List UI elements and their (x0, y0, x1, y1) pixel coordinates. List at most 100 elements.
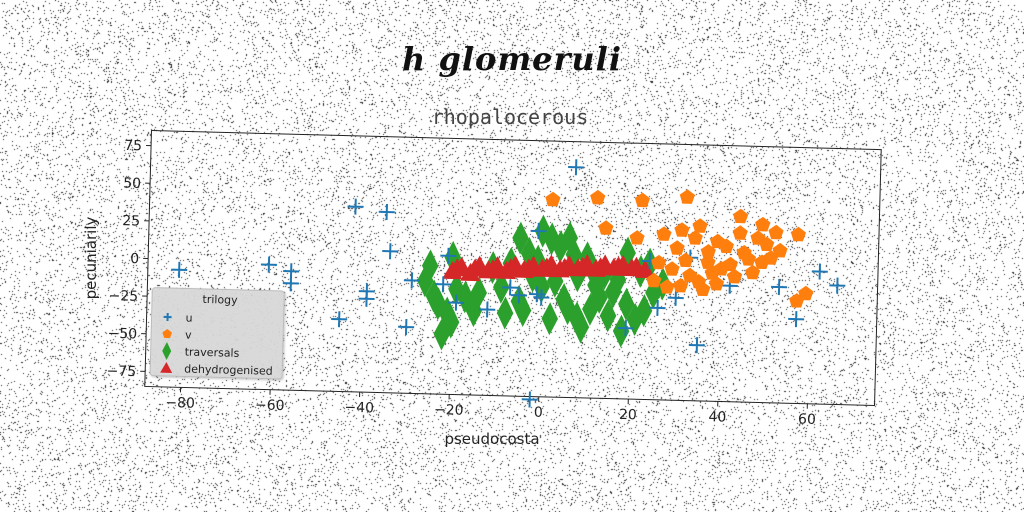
point-pentagon (700, 244, 716, 259)
point-diamond (514, 293, 532, 327)
point-pentagon (789, 293, 805, 308)
x-axis-title: pseudocosta (444, 430, 539, 448)
legend-title: trilogy (202, 293, 238, 307)
point-diamond (512, 221, 529, 255)
legend-label: u (185, 311, 192, 324)
point-diamond (568, 301, 585, 335)
point-plus (331, 311, 348, 328)
point-pentagon (733, 208, 749, 224)
point-triangle (572, 256, 593, 276)
point-plus (282, 275, 299, 292)
point-plus (617, 320, 634, 337)
point-plus (788, 311, 805, 328)
y-tick-label: 0 (130, 251, 139, 267)
point-diamond (572, 310, 590, 344)
x-tick-label: −80 (165, 395, 195, 412)
point-triangle (608, 256, 629, 275)
point-triangle (500, 257, 521, 277)
point-pentagon (651, 254, 667, 270)
point-plus (502, 279, 519, 296)
point-pentagon (718, 238, 734, 254)
point-pentagon (732, 225, 748, 240)
point-pentagon (755, 216, 771, 232)
point-plus (811, 263, 828, 280)
point-diamond (425, 279, 443, 313)
point-triangle (590, 257, 611, 276)
y-tick-label: 75 (124, 138, 142, 154)
point-diamond (465, 294, 483, 328)
point-plus (260, 256, 277, 273)
point-diamond (456, 280, 474, 314)
point-pentagon (674, 222, 690, 237)
point-pentagon (598, 220, 614, 235)
x-tick-label: 0 (534, 405, 543, 421)
y-tick-label: 50 (123, 176, 141, 192)
point-pentagon (646, 272, 662, 288)
point-diamond (541, 302, 559, 336)
point-triangle (482, 259, 503, 278)
point-pentagon (798, 285, 814, 301)
point-plus (435, 276, 452, 293)
point-pentagon (672, 278, 689, 293)
point-plus (829, 277, 846, 294)
figure-suptitle: h glomeruli (402, 40, 622, 78)
point-plus (649, 299, 666, 316)
point-pentagon (790, 226, 807, 242)
legend-label: v (185, 328, 192, 341)
point-triangle (464, 258, 485, 277)
point-pentagon (700, 254, 716, 270)
point-pentagon (740, 251, 757, 266)
y-axis-title: pecuniarily (82, 217, 100, 300)
point-diamond (496, 296, 514, 330)
point-diamond (599, 299, 617, 333)
point-pentagon (763, 250, 779, 265)
point-pentagon (545, 191, 561, 207)
point-pentagon (590, 189, 606, 205)
y-axis-ticks: 75 50 25 0 −25 −50 −75 (106, 138, 152, 380)
point-plus (688, 337, 705, 354)
y-tick-label: −75 (106, 363, 136, 380)
point-triangle (536, 257, 557, 276)
point-diamond (561, 221, 579, 255)
x-tick-label: −20 (434, 402, 464, 419)
point-pentagon (669, 240, 685, 255)
point-plus (771, 279, 788, 296)
point-diamond (618, 287, 635, 321)
y-tick-label: 25 (122, 213, 140, 229)
point-triangle (446, 258, 467, 277)
point-plus (171, 261, 188, 278)
point-plus (382, 243, 399, 260)
point-pentagon (708, 275, 725, 291)
plot-markers (171, 159, 846, 408)
point-plus (398, 318, 415, 336)
point-plus (440, 247, 457, 264)
chart-title: rhopalocerous (432, 105, 589, 129)
legend-marker-plus (163, 312, 172, 322)
point-plus (568, 159, 585, 176)
point-diamond (442, 305, 460, 339)
point-triangle (554, 257, 575, 277)
legend-box (149, 287, 285, 380)
legend-label: dehydrogenised (184, 362, 273, 377)
legend: trilogy uv traversals dehydrogenised (149, 287, 285, 380)
point-triangle (518, 258, 539, 277)
point-plus (448, 294, 465, 311)
point-pentagon (772, 242, 788, 258)
point-pentagon (713, 260, 730, 276)
point-plus (479, 301, 496, 318)
point-diamond (493, 270, 510, 304)
point-pentagon (692, 218, 708, 233)
point-diamond (444, 240, 462, 274)
y-tick-label: −50 (107, 326, 137, 343)
point-pentagon (634, 192, 651, 208)
x-axis-ticks: −80 −60 −40 −20 0 20 40 60 (165, 387, 816, 428)
point-pentagon (679, 189, 695, 204)
point-plus (530, 223, 547, 240)
point-plus (358, 290, 375, 307)
point-pentagon (664, 261, 680, 276)
point-plus (347, 198, 364, 215)
point-pentagon (695, 281, 711, 297)
point-pentagon (745, 264, 761, 280)
x-tick-label: 20 (619, 407, 637, 423)
